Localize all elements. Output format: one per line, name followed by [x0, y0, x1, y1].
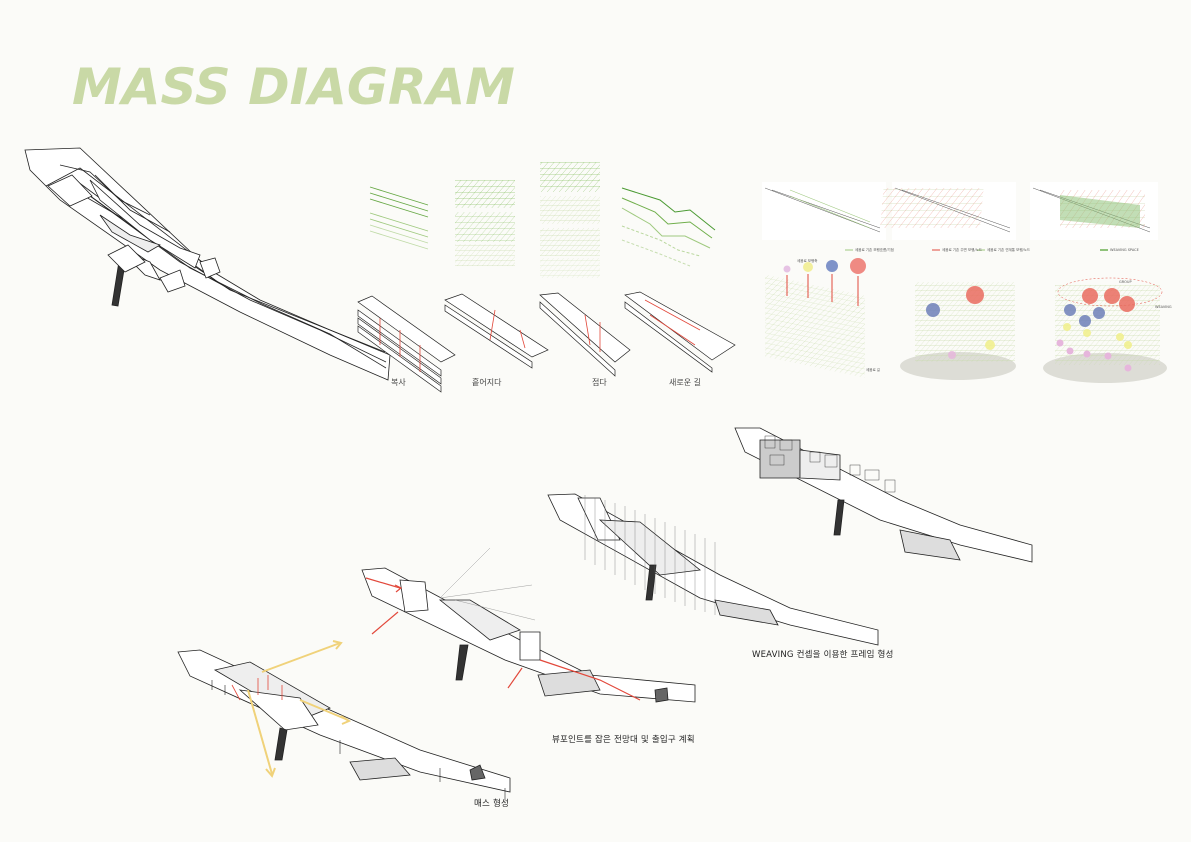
- page-title: MASS DIAGRAM: [72, 58, 515, 116]
- caption-viewpoint: 뷰포인트를 잡은 전망대 및 출입구 계획: [552, 735, 695, 745]
- legend-1: 세움로 기존 보행흐름/기점: [855, 248, 894, 252]
- caption-weaving-frame: WEAVING 컨셉을 이용한 프레임 형성: [752, 650, 894, 660]
- step-label-fold: 접다: [592, 378, 607, 387]
- step-label-scatter: 흩어지다: [472, 378, 502, 387]
- legend-2a: 세움로 기존 주변 보행/노드: [942, 248, 982, 252]
- panel6-group-label: GROUP: [1119, 280, 1132, 284]
- caption-mass-formation: 매스 형성: [474, 799, 509, 809]
- panel4-bottom-label: 세움로 길: [866, 368, 880, 372]
- legend-3: WEAVING SPACE: [1110, 248, 1139, 252]
- panel4-top-label: 세움로 보행축: [797, 259, 818, 263]
- step-label-newpath: 새로운 길: [669, 378, 701, 387]
- step-label-copy: 복사: [391, 378, 406, 387]
- legend-2b: 세움로 기존 연계통 보행/노드: [987, 248, 1031, 252]
- panel6-weaving-label: WEAVING: [1155, 305, 1172, 309]
